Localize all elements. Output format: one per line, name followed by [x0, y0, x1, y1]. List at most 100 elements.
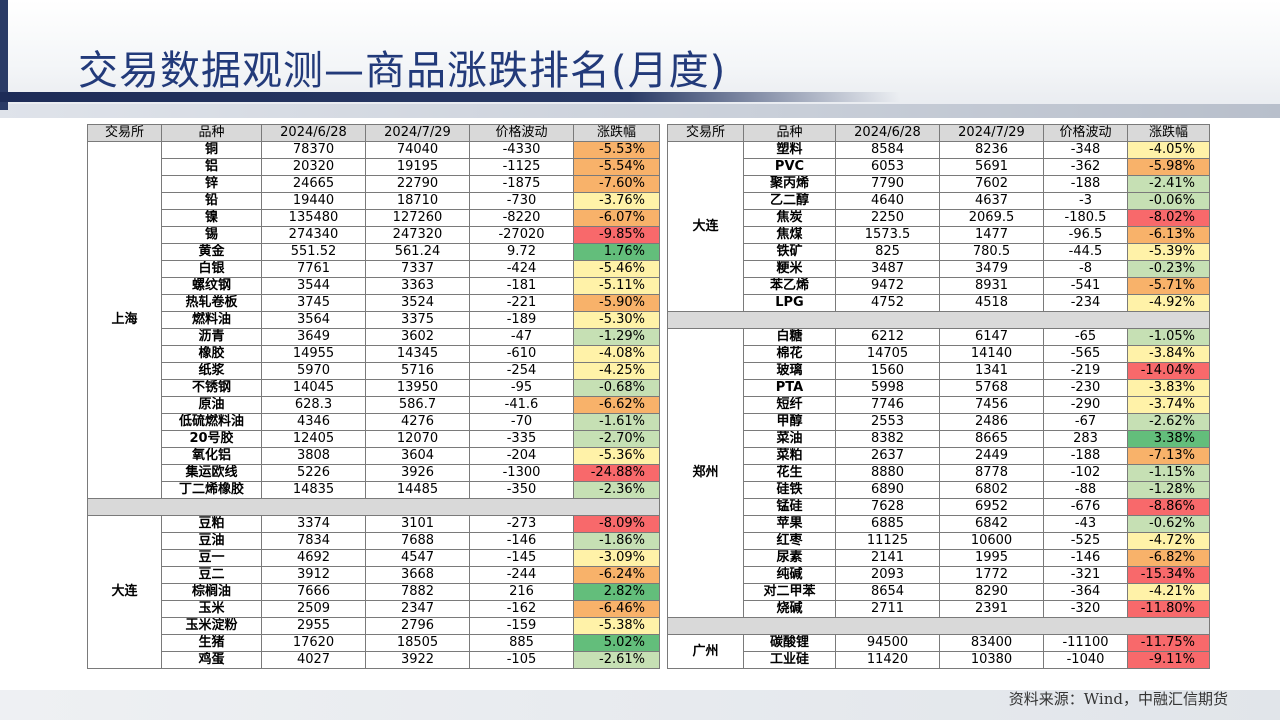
price-end-cell: 586.7: [365, 396, 470, 414]
table-row: 20号胶 12405 12070 -335 -2.70%: [88, 430, 660, 448]
price-change-cell: -254: [469, 362, 574, 380]
change-pct-cell: -9.11%: [1127, 651, 1210, 669]
variety-cell: 锌: [161, 175, 262, 193]
exchange-cell: 上海: [87, 141, 162, 499]
variety-cell: 鸡蛋: [161, 651, 262, 669]
price-end-cell: 3604: [365, 447, 470, 465]
change-pct-cell: -8.02%: [1127, 209, 1210, 227]
variety-cell: 镍: [161, 209, 262, 227]
table-row: 焦炭 2250 2069.5 -180.5 -8.02%: [668, 209, 1210, 227]
source-note: 资料来源：Wind，中融汇信期货: [1008, 690, 1228, 708]
change-pct-cell: -11.80%: [1127, 600, 1210, 618]
table-row: 广州 碳酸锂 94500 83400 -11100 -11.75%: [667, 634, 1210, 669]
table-row: 尿素 2141 1995 -146 -6.82%: [668, 549, 1210, 567]
price-start-cell: 3544: [261, 277, 366, 295]
price-change-cell: -70: [469, 413, 574, 431]
price-end-cell: 18505: [365, 634, 470, 652]
price-end-cell: 6952: [939, 498, 1044, 516]
price-change-cell: -159: [469, 617, 574, 635]
change-pct-cell: -11.75%: [1127, 634, 1210, 652]
price-end-cell: 5768: [939, 379, 1044, 397]
change-pct-cell: -15.34%: [1127, 566, 1210, 584]
table-row: 乙二醇 4640 4637 -3 -0.06%: [668, 192, 1210, 210]
price-start-cell: 5970: [261, 362, 366, 380]
price-start-cell: 7834: [261, 532, 366, 550]
table-row: 橡胶 14955 14345 -610 -4.08%: [88, 345, 660, 363]
price-change-cell: -1125: [469, 158, 574, 176]
variety-cell: 焦煤: [743, 226, 836, 244]
table-row: 短纤 7746 7456 -290 -3.74%: [668, 396, 1210, 414]
price-start-cell: 825: [835, 243, 940, 261]
variety-cell: PVC: [743, 158, 836, 176]
price-change-cell: -541: [1043, 277, 1128, 295]
price-start-cell: 20320: [261, 158, 366, 176]
change-pct-cell: -5.46%: [573, 260, 660, 278]
variety-cell: 豆粕: [161, 515, 262, 533]
change-pct-cell: -7.60%: [573, 175, 660, 193]
price-start-cell: 14045: [261, 379, 366, 397]
header-date-start: 2024/6/28: [835, 124, 940, 142]
change-pct-cell: -6.13%: [1127, 226, 1210, 244]
price-end-cell: 13950: [365, 379, 470, 397]
table-row: 生猪 17620 18505 885 5.02%: [88, 634, 660, 652]
table-row: 白银 7761 7337 -424 -5.46%: [88, 260, 660, 278]
variety-cell: 氧化铝: [161, 447, 262, 465]
price-change-cell: -219: [1043, 362, 1128, 380]
exchange-cell: 大连: [87, 515, 162, 669]
price-end-cell: 561.24: [365, 243, 470, 261]
group-separator-row: [667, 311, 1210, 329]
price-change-cell: -102: [1043, 464, 1128, 482]
price-start-cell: 4752: [835, 294, 940, 312]
price-change-cell: -424: [469, 260, 574, 278]
price-end-cell: 3524: [365, 294, 470, 312]
price-start-cell: 24665: [261, 175, 366, 193]
change-pct-cell: -8.86%: [1127, 498, 1210, 516]
table-row: 对二甲苯 8654 8290 -364 -4.21%: [668, 583, 1210, 601]
price-change-cell: -230: [1043, 379, 1128, 397]
change-pct-cell: -24.88%: [573, 464, 660, 482]
price-start-cell: 2637: [835, 447, 940, 465]
variety-cell: 菜油: [743, 430, 836, 448]
table-row: 玻璃 1560 1341 -219 -14.04%: [668, 362, 1210, 380]
price-start-cell: 7790: [835, 175, 940, 193]
price-end-cell: 4547: [365, 549, 470, 567]
header-exchange: 交易所: [667, 124, 744, 142]
price-start-cell: 551.52: [261, 243, 366, 261]
price-change-cell: -47: [469, 328, 574, 346]
table-row: 苯乙烯 9472 8931 -541 -5.71%: [668, 277, 1210, 295]
price-change-cell: -105: [469, 651, 574, 669]
price-end-cell: 1995: [939, 549, 1044, 567]
change-pct-cell: -5.90%: [573, 294, 660, 312]
exchange-cell: 郑州: [667, 328, 744, 618]
table-row: 铅 19440 18710 -730 -3.76%: [88, 192, 660, 210]
change-pct-cell: -5.38%: [573, 617, 660, 635]
price-start-cell: 14705: [835, 345, 940, 363]
variety-cell: 聚丙烯: [743, 175, 836, 193]
change-pct-cell: -3.09%: [573, 549, 660, 567]
header-date-end: 2024/7/29: [365, 124, 470, 142]
variety-cell: 铜: [161, 141, 262, 159]
group-separator-row: [667, 617, 1210, 635]
price-end-cell: 74040: [365, 141, 470, 159]
change-pct-cell: -3.83%: [1127, 379, 1210, 397]
price-start-cell: 3374: [261, 515, 366, 533]
price-start-cell: 3487: [835, 260, 940, 278]
price-end-cell: 83400: [939, 634, 1044, 652]
header-exchange: 交易所: [87, 124, 162, 142]
price-change-cell: -290: [1043, 396, 1128, 414]
price-change-cell: -8: [1043, 260, 1128, 278]
change-pct-cell: 2.82%: [573, 583, 660, 601]
price-change-cell: -43: [1043, 515, 1128, 533]
price-change-cell: -364: [1043, 583, 1128, 601]
table-row: PVC 6053 5691 -362 -5.98%: [668, 158, 1210, 176]
price-start-cell: 78370: [261, 141, 366, 159]
change-pct-cell: -3.74%: [1127, 396, 1210, 414]
change-pct-cell: -0.68%: [573, 379, 660, 397]
change-pct-cell: -4.05%: [1127, 141, 1210, 159]
table-row: 镍 135480 127260 -8220 -6.07%: [88, 209, 660, 227]
variety-cell: 塑料: [743, 141, 836, 159]
price-end-cell: 1772: [939, 566, 1044, 584]
price-start-cell: 19440: [261, 192, 366, 210]
table-row: 粳米 3487 3479 -8 -0.23%: [668, 260, 1210, 278]
change-pct-cell: -6.82%: [1127, 549, 1210, 567]
